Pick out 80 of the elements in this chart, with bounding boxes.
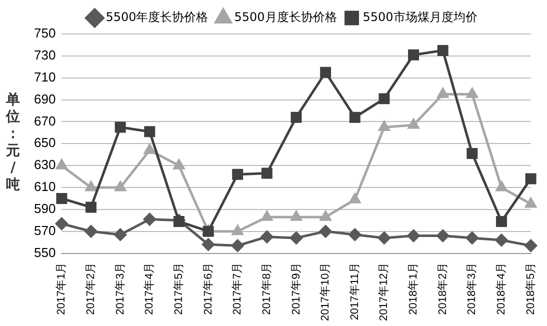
point [290, 232, 302, 244]
y-tick-label: 670 [34, 113, 56, 128]
x-tick-label: 2017年1月 [56, 262, 68, 315]
point [525, 173, 536, 184]
point [261, 168, 272, 179]
point [55, 217, 68, 230]
y-tick-label: 550 [34, 244, 56, 260]
point [496, 216, 507, 227]
point [378, 93, 390, 104]
point [56, 192, 68, 204]
point [232, 225, 244, 236]
y-tick-label: 590 [34, 201, 56, 216]
point [56, 159, 68, 170]
point [85, 181, 97, 192]
y-tick-label: 690 [34, 91, 56, 106]
point [349, 112, 360, 123]
point [143, 213, 156, 226]
legend-label: 5500市场煤月度均价 [362, 10, 478, 24]
point [349, 193, 360, 204]
x-tick-label: 2018年5月 [524, 262, 537, 315]
point [290, 112, 302, 123]
point [437, 44, 448, 56]
point [408, 49, 420, 60]
x-tick-label: 2017年4月 [144, 262, 156, 315]
point [466, 148, 478, 160]
x-tick-label: 2017年9月 [290, 262, 302, 315]
x-tick-label: 2017年8月 [260, 262, 273, 315]
point [408, 118, 420, 129]
point [319, 225, 332, 238]
point [144, 126, 156, 138]
legend-label: 5500月度长协价格 [234, 10, 337, 24]
y-tick-label: 750 [34, 26, 56, 41]
point [114, 122, 126, 133]
point [260, 230, 274, 244]
x-tick-label: 2018年1月 [408, 262, 420, 315]
x-tick-label: 2017年6月 [202, 262, 214, 315]
point [525, 198, 536, 208]
y-tick-label: 730 [34, 48, 56, 63]
y-tick-label: 630 [34, 157, 56, 172]
point [320, 210, 332, 221]
point [173, 159, 185, 170]
point [466, 88, 478, 98]
point [496, 181, 508, 192]
legend-label: 5500年度长协价格 [106, 10, 208, 24]
point [114, 181, 126, 192]
point [202, 238, 215, 251]
point [466, 232, 478, 244]
x-tick-label: 2018年2月 [436, 262, 449, 315]
x-tick-label: 2018年3月 [466, 262, 478, 315]
point [378, 120, 390, 131]
point [437, 88, 448, 98]
point [261, 210, 273, 221]
point [144, 144, 156, 154]
y-tick-label: 610 [34, 179, 56, 194]
x-tick-label: 2017年12月 [378, 262, 390, 322]
point [84, 225, 98, 238]
point [290, 210, 302, 221]
x-tick-label: 2017年10月 [320, 262, 332, 322]
x-tick-label: 2017年3月 [114, 262, 126, 315]
point [86, 202, 96, 213]
x-tick-label: 2017年7月 [232, 262, 244, 315]
point [495, 234, 508, 246]
point [320, 66, 332, 78]
point [407, 230, 420, 242]
point [378, 232, 390, 244]
y-tick-label: 710 [34, 69, 56, 84]
point [114, 228, 127, 241]
point [173, 216, 184, 227]
point [348, 228, 362, 241]
x-tick-label: 2017年2月 [85, 262, 98, 315]
x-tick-label: 2017年11月 [348, 262, 361, 320]
point [436, 230, 450, 242]
point [231, 239, 244, 252]
point [524, 239, 538, 252]
y-tick-label: 650 [34, 135, 56, 150]
y-tick-label: 570 [34, 222, 56, 238]
point [232, 168, 244, 180]
y-axis-title: 单位：元/吨 [4, 92, 21, 194]
x-tick-label: 2017年5月 [173, 262, 185, 315]
x-tick-label: 2018年4月 [496, 262, 508, 315]
